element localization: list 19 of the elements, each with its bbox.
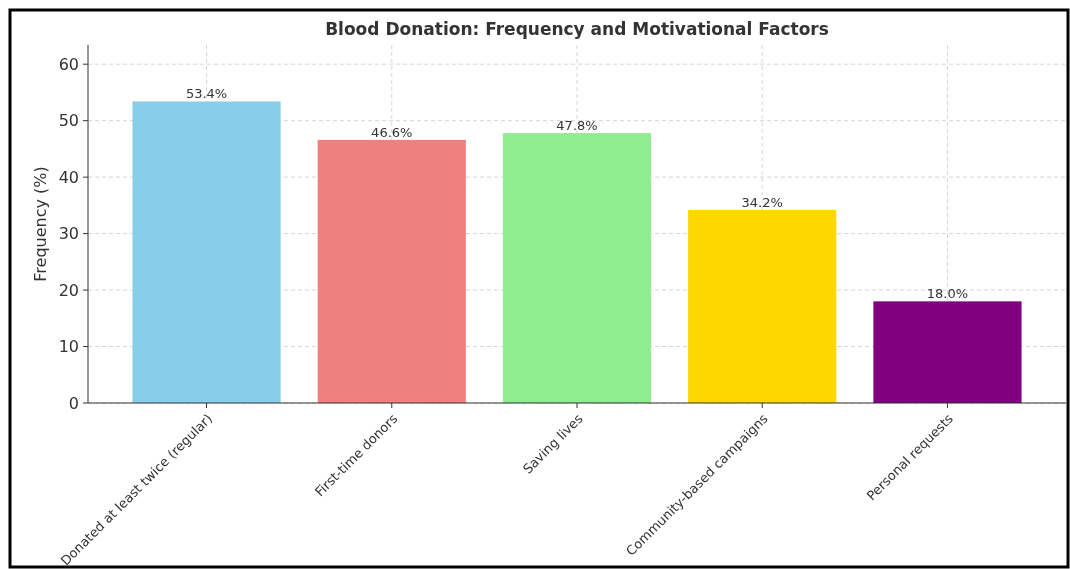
- bar: [132, 101, 281, 403]
- data-label: 18.0%: [926, 286, 969, 302]
- y-tick-label: 40: [58, 167, 79, 187]
- data-label: 34.2%: [741, 194, 783, 210]
- chart-title: Blood Donation: Frequency and Motivational Factors: [325, 19, 829, 39]
- y-tick-label: 20: [58, 280, 79, 300]
- y-tick-label: 10: [58, 337, 79, 357]
- y-tick-label: 30: [58, 224, 79, 244]
- y-tick-label: 0: [68, 393, 79, 413]
- bar: [873, 301, 1022, 403]
- y-axis-title: Frequency (%): [31, 166, 50, 282]
- bar: [688, 209, 837, 403]
- y-tick-label: 50: [58, 111, 79, 131]
- data-label: 46.6%: [371, 124, 413, 140]
- bar: [502, 133, 652, 403]
- data-label: 53.4%: [185, 86, 228, 102]
- y-tick-label: 60: [58, 54, 79, 74]
- data-label: 47.8%: [556, 118, 598, 134]
- bar: [317, 139, 466, 403]
